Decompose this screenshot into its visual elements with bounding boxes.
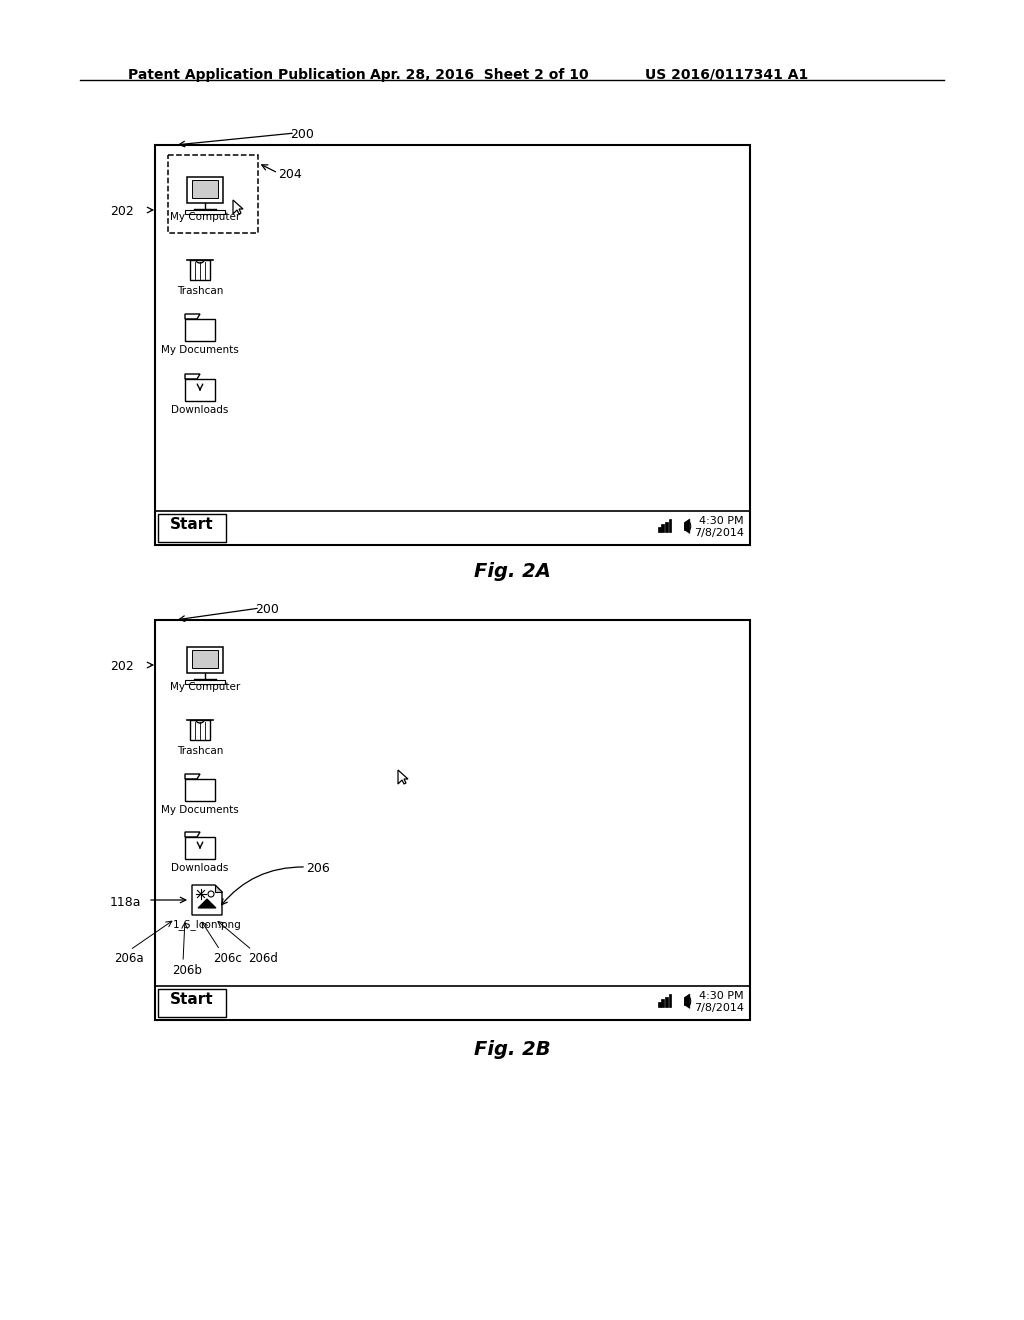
Polygon shape (233, 201, 243, 214)
Text: 206a: 206a (114, 952, 143, 965)
Text: 202: 202 (110, 660, 134, 673)
Bar (185, 379, 215, 401)
Text: Trashcan: Trashcan (177, 286, 223, 296)
Text: 200: 200 (255, 603, 279, 616)
Text: 4:30 PM: 4:30 PM (699, 516, 744, 525)
Bar (657, 527, 660, 532)
Bar (158, 513, 226, 543)
Bar (665, 521, 668, 532)
Bar (185, 680, 225, 684)
Text: 7/8/2014: 7/8/2014 (694, 1003, 744, 1012)
Polygon shape (398, 770, 408, 784)
Text: 200: 200 (290, 128, 314, 141)
Text: Fig. 2B: Fig. 2B (474, 1040, 550, 1059)
Bar (185, 319, 215, 341)
Bar (168, 154, 258, 234)
Text: 202: 202 (110, 205, 134, 218)
Bar (657, 1002, 660, 1007)
Bar (185, 210, 225, 214)
Bar (155, 145, 750, 545)
Bar (684, 998, 688, 1005)
Text: Fig. 2A: Fig. 2A (473, 562, 551, 581)
Text: My Computer: My Computer (170, 682, 240, 692)
Bar (185, 837, 215, 859)
Bar (669, 994, 672, 1007)
Bar (684, 523, 688, 529)
Text: Patent Application Publication: Patent Application Publication (128, 69, 366, 82)
Text: Trashcan: Trashcan (177, 746, 223, 756)
Text: Start: Start (170, 993, 214, 1007)
Text: 206c: 206c (213, 952, 242, 965)
Bar (662, 524, 665, 532)
Text: 206: 206 (306, 862, 330, 875)
Text: Downloads: Downloads (171, 405, 228, 414)
Text: 118a: 118a (110, 896, 141, 909)
Polygon shape (193, 884, 222, 915)
Bar (191, 180, 218, 198)
Polygon shape (684, 994, 690, 1008)
Polygon shape (684, 519, 690, 533)
Text: 7/8/2014: 7/8/2014 (694, 528, 744, 539)
Bar (155, 986, 750, 1020)
Polygon shape (185, 832, 200, 837)
Polygon shape (185, 774, 200, 779)
Text: 1_S_Icon.png: 1_S_Icon.png (173, 919, 242, 929)
Text: Apr. 28, 2016  Sheet 2 of 10: Apr. 28, 2016 Sheet 2 of 10 (370, 69, 589, 82)
Bar (155, 511, 750, 545)
Bar (158, 989, 226, 1016)
Bar (665, 997, 668, 1007)
Text: My Computer: My Computer (170, 213, 240, 222)
Text: 206d: 206d (248, 952, 278, 965)
Polygon shape (215, 884, 222, 892)
Text: 206b: 206b (172, 964, 202, 977)
Bar (187, 647, 222, 673)
Bar (187, 177, 222, 203)
Polygon shape (198, 899, 216, 908)
Bar (185, 779, 215, 801)
Text: Downloads: Downloads (171, 863, 228, 873)
Text: My Documents: My Documents (161, 345, 239, 355)
Polygon shape (185, 374, 200, 379)
Text: 4:30 PM: 4:30 PM (699, 991, 744, 1001)
Bar (190, 719, 210, 741)
Text: Start: Start (170, 517, 214, 532)
Bar (190, 260, 210, 280)
Bar (155, 620, 750, 1020)
Polygon shape (185, 314, 200, 319)
Text: US 2016/0117341 A1: US 2016/0117341 A1 (645, 69, 808, 82)
Circle shape (208, 891, 214, 898)
Bar (191, 649, 218, 668)
Text: 204: 204 (278, 168, 302, 181)
Text: My Documents: My Documents (161, 805, 239, 814)
Bar (669, 519, 672, 532)
Bar (662, 999, 665, 1007)
